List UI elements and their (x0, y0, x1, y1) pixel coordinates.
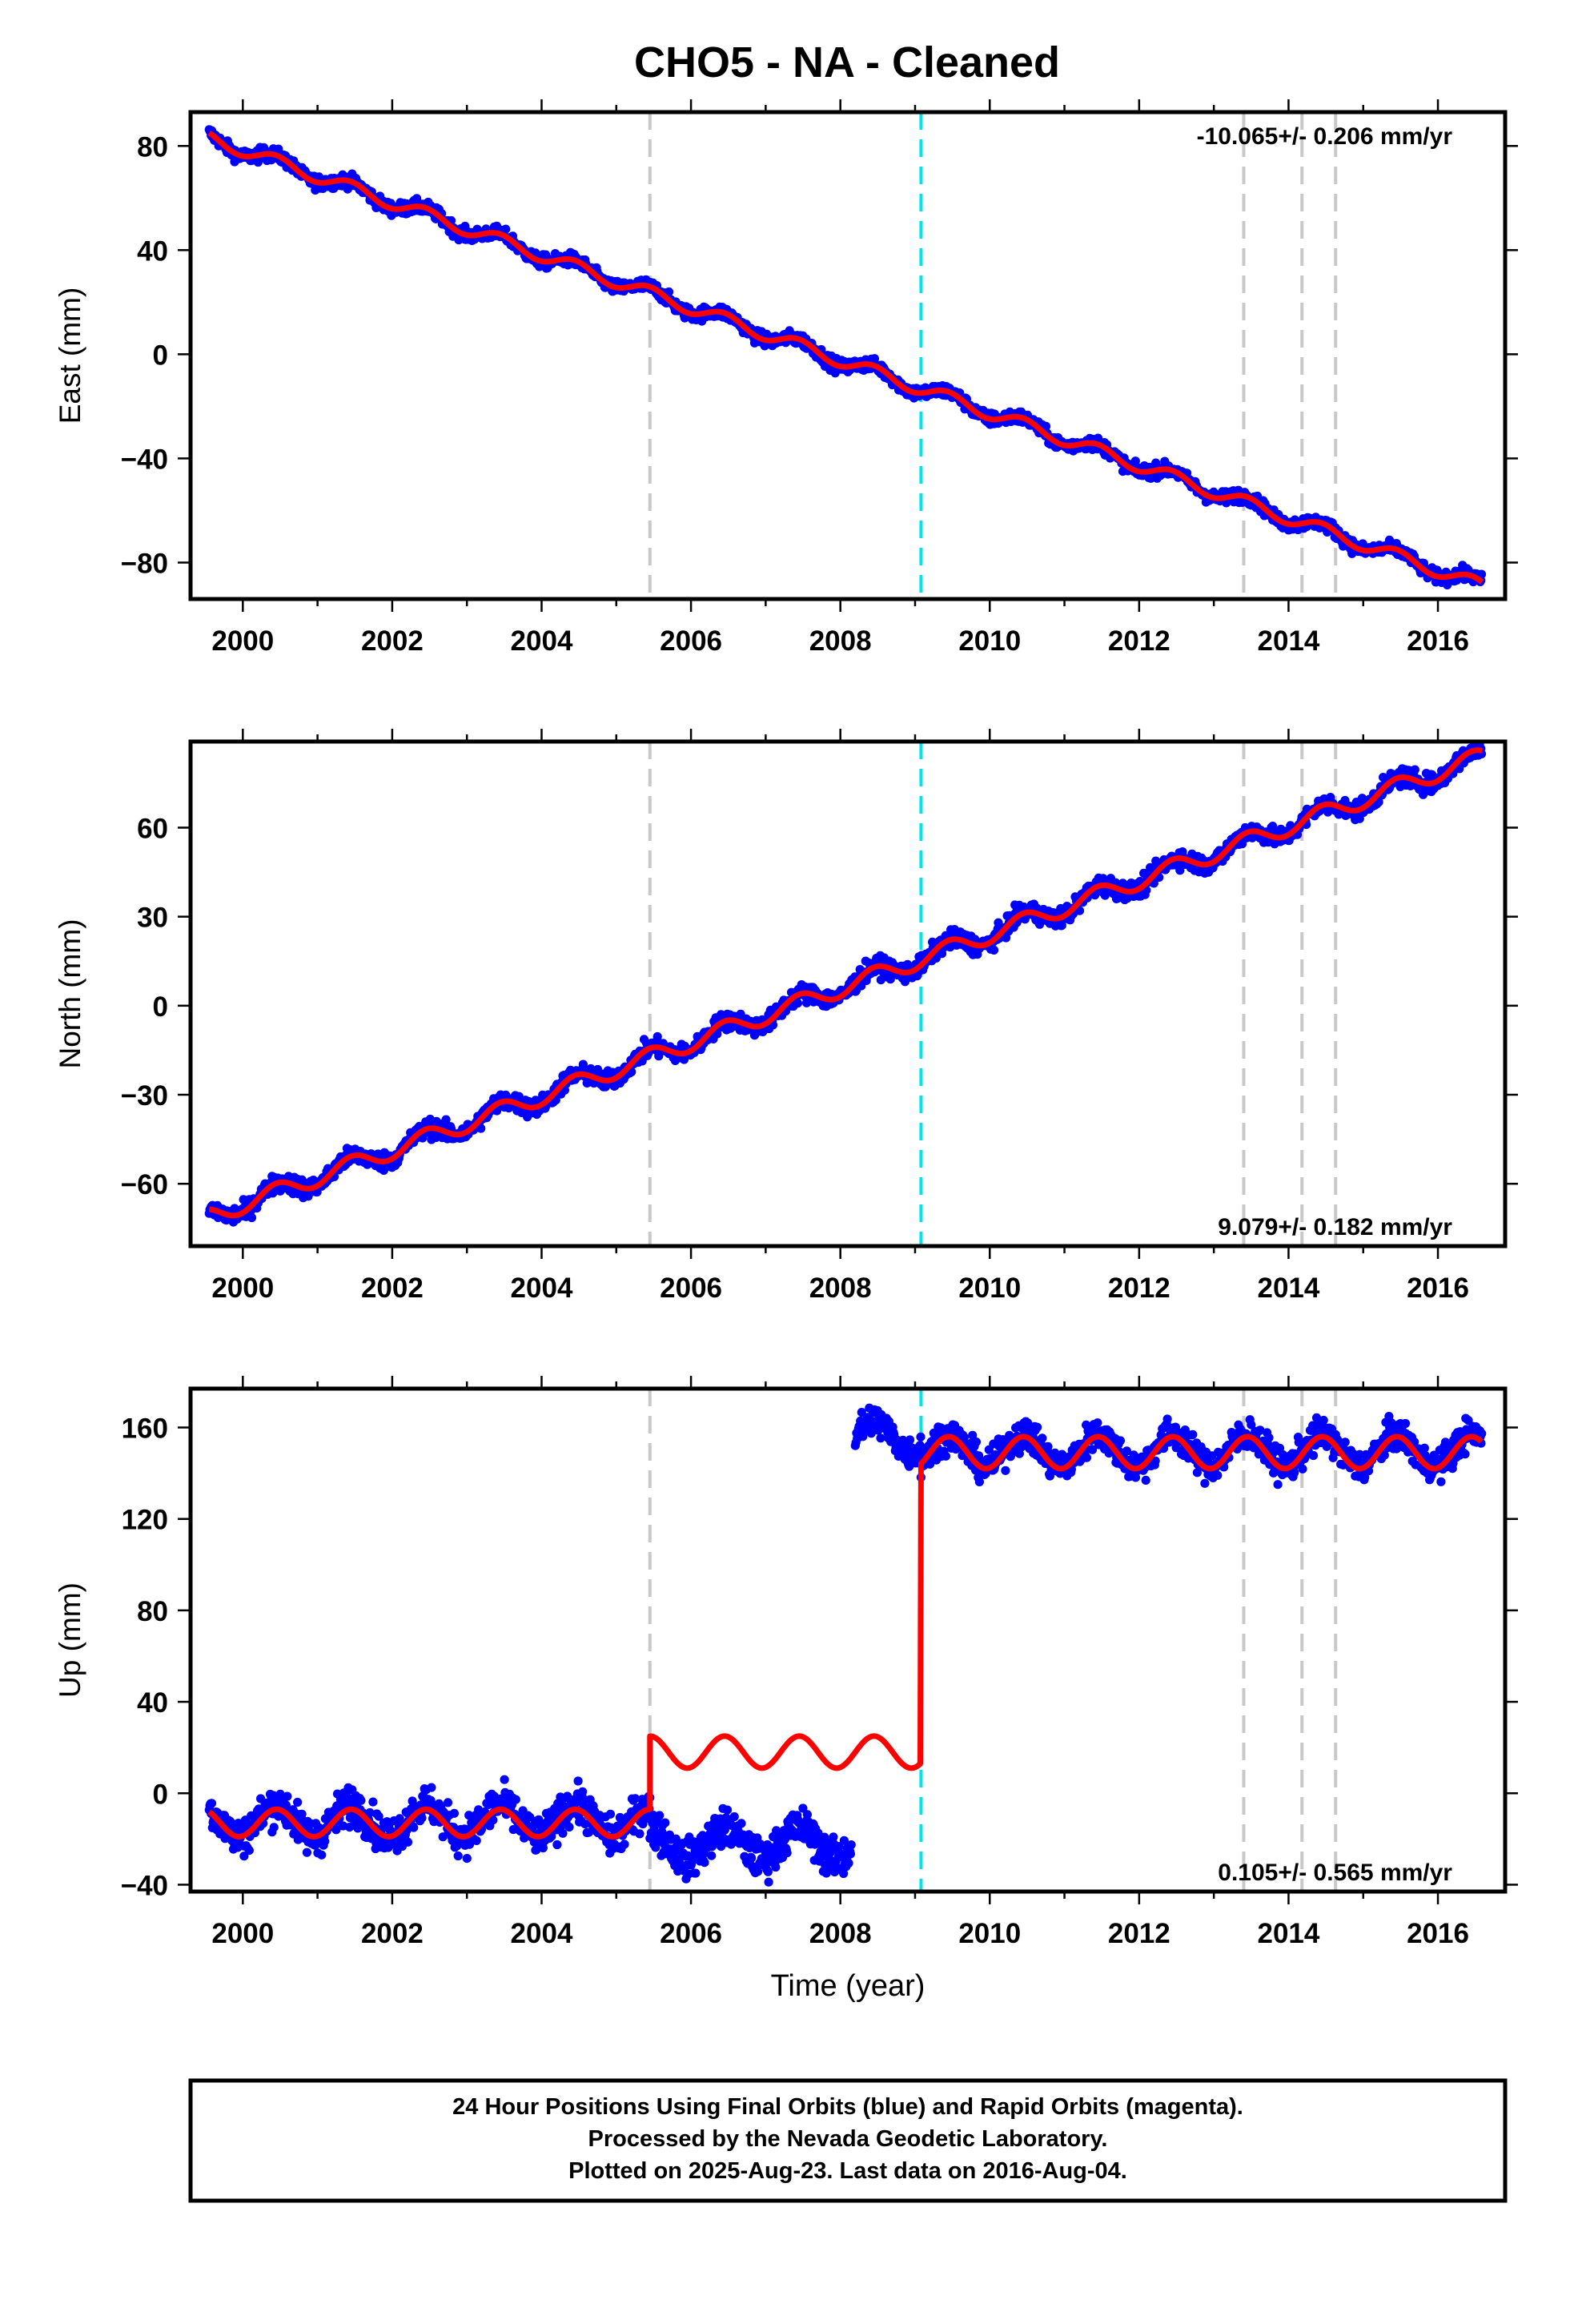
observation-point (713, 1029, 722, 1039)
x-tick-label: 2004 (511, 625, 573, 657)
observation-point (552, 1839, 562, 1850)
observation-point (700, 1858, 709, 1868)
x-tick-label: 2014 (1258, 625, 1320, 657)
observation-point (500, 1775, 509, 1784)
observation-point (283, 1791, 292, 1801)
observation-point (441, 1115, 451, 1124)
x-tick-label: 2008 (809, 1273, 872, 1304)
figure-title: CHO5 - NA - Cleaned (634, 38, 1060, 86)
observation-point (605, 1809, 616, 1819)
east-panel: 2000 2002 2004 2006 2008 2010 2012 2014 2016 80 40… (54, 99, 1518, 657)
observation-point (1041, 421, 1051, 431)
observation-point (403, 1837, 413, 1847)
observation-point (320, 1836, 330, 1846)
observation-point (869, 354, 879, 364)
observation-point (564, 1822, 574, 1832)
observation-point (247, 1212, 257, 1223)
velocity-annotation: 9.079+/- 0.182 mm/yr (1218, 1214, 1452, 1240)
north-panel: 2000 2002 2004 2006 2008 2010 2012 2014 2016 60 30… (54, 729, 1518, 1304)
x-tick-label: 2016 (1407, 1273, 1469, 1304)
x-tick-label: 2006 (660, 1273, 722, 1304)
y-tick-label: 60 (137, 813, 168, 844)
plot-frame (188, 110, 1508, 601)
observation-point (635, 1829, 644, 1839)
y-tick-label: 80 (137, 131, 168, 163)
observation-points (204, 125, 1487, 590)
y-tick-label: −30 (121, 1080, 168, 1112)
observation-point (511, 1795, 520, 1804)
observation-point (269, 1823, 279, 1832)
observation-point (573, 1776, 583, 1786)
up-panel: 2000 2002 2004 2006 2008 2010 2012 2014 20161601… (54, 1376, 1518, 2003)
x-tick-label: 2006 (660, 625, 722, 657)
observation-point (722, 1805, 733, 1815)
observation-point (356, 1795, 366, 1805)
observation-point (244, 1846, 254, 1856)
x-tick-label: 2010 (958, 1273, 1021, 1304)
x-tick-label: 2014 (1258, 1273, 1320, 1304)
observation-point (293, 1797, 303, 1807)
observation-point (443, 1798, 453, 1807)
y-tick-label: 30 (137, 903, 168, 934)
x-tick-label: 2002 (361, 1273, 424, 1304)
observation-point (1476, 569, 1487, 579)
observation-point (664, 287, 674, 297)
observation-point (661, 1818, 670, 1827)
observation-point (1130, 456, 1140, 466)
x-tick-label: 2000 (211, 1273, 274, 1304)
model-fit-line (207, 131, 1484, 585)
observation-point (707, 1851, 717, 1860)
y-tick-label: −80 (121, 548, 168, 579)
observation-point (729, 1811, 739, 1822)
velocity-annotation: -10.065+/- 0.206 mm/yr (1197, 123, 1453, 150)
observation-point (655, 1811, 665, 1820)
observation-point (691, 1868, 701, 1878)
observation-point (476, 1124, 486, 1133)
observation-point (427, 1783, 436, 1792)
x-tick-label: 2008 (809, 625, 872, 657)
x-tick-label: 2000 (211, 625, 274, 657)
x-tick-label: 2016 (1407, 625, 1469, 657)
x-tick-label: 2004 (511, 1273, 573, 1304)
y-tick-label: 0 (153, 991, 168, 1023)
observation-point (368, 1797, 378, 1807)
observation-point (989, 945, 999, 955)
observation-point (317, 1850, 327, 1860)
observation-point (409, 1823, 419, 1832)
observation-point (737, 1819, 746, 1828)
observation-point (462, 1854, 472, 1864)
y-axis-label: East (mm) (54, 287, 86, 424)
y-tick-label: 40 (137, 235, 168, 267)
observation-point (302, 1848, 311, 1857)
observation-point (501, 224, 511, 234)
observation-points (204, 1403, 1487, 1887)
observation-point (1410, 765, 1419, 774)
observation-point (207, 1799, 217, 1808)
observation-point (449, 1808, 460, 1818)
observation-point (578, 1787, 588, 1796)
x-tick-label: 2012 (1108, 625, 1170, 657)
x-tick-label: 2002 (361, 625, 424, 657)
observation-point (472, 1835, 481, 1845)
observation-point (453, 1851, 463, 1861)
observation-point (620, 1839, 629, 1849)
y-tick-label: −60 (121, 1169, 168, 1200)
observation-point (652, 1031, 662, 1042)
y-axis-label: North (mm) (54, 919, 86, 1068)
x-tick-label: 2012 (1108, 1273, 1170, 1304)
x-tick-label: 2010 (958, 625, 1021, 657)
y-tick-label: 0 (153, 340, 168, 371)
y-tick-label: −40 (121, 444, 168, 475)
observation-point (297, 1809, 307, 1819)
observation-point (558, 1828, 568, 1838)
